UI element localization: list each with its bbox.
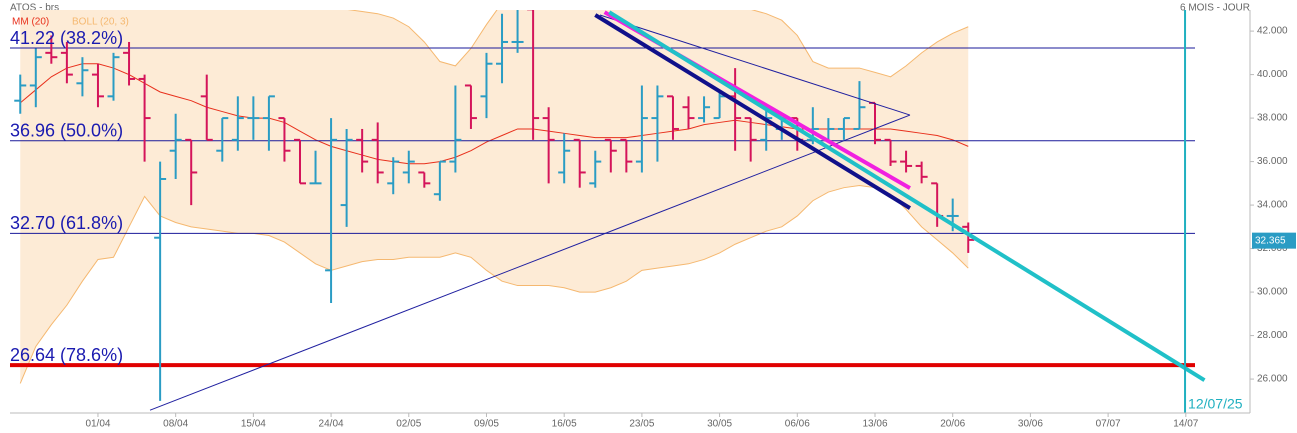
x-tick-label: 14/07 (1173, 419, 1198, 430)
fib-label: 26.64 (78.6%) (10, 345, 123, 365)
y-tick-label: 38.000 (1257, 113, 1288, 124)
x-tick-label: 09/05 (474, 419, 499, 430)
fib-label: 32.70 (61.8%) (10, 213, 123, 233)
legend-entry: MM (20) (12, 17, 49, 28)
x-tick-label: 07/07 (1096, 419, 1121, 430)
bollinger-band (20, 10, 969, 384)
date-marker-label: 12/07/25 (1188, 396, 1243, 412)
x-tick-label: 13/06 (862, 419, 887, 430)
legend-entry: BOLL (20, 3) (72, 17, 129, 28)
x-tick-label: 06/06 (785, 419, 810, 430)
bollinger-upper (347, 10, 969, 78)
x-tick-label: 08/04 (163, 419, 188, 430)
fib-label: 41.22 (38.2%) (10, 28, 123, 48)
x-tick-label: 02/05 (396, 419, 421, 430)
trend-line (594, 13, 912, 210)
x-tick-label: 16/05 (552, 419, 577, 430)
period: 6 MOIS - JOUR (1180, 3, 1250, 14)
y-tick-label: 42.000 (1257, 26, 1288, 37)
y-tick-label: 34.000 (1257, 200, 1288, 211)
y-tick-label: 28.000 (1257, 330, 1288, 341)
fib-label: 36.96 (50.0%) (10, 120, 123, 140)
y-tick-label: 26.000 (1257, 374, 1288, 385)
x-tick-label: 24/04 (319, 419, 344, 430)
trend-line (599, 14, 911, 116)
trend-line (608, 10, 1206, 382)
chart-title: ATOS - brs (10, 3, 59, 14)
last-price-label: 32.365 (1255, 235, 1286, 246)
x-tick-label: 15/04 (241, 419, 266, 430)
x-tick-label: 01/04 (85, 419, 110, 430)
plot-area (10, 10, 1206, 411)
x-tick-label: 20/06 (940, 419, 965, 430)
y-tick-label: 30.000 (1257, 287, 1288, 298)
y-tick-label: 40.000 (1257, 69, 1288, 80)
trend-line (149, 114, 911, 411)
y-tick-label: 32.000 (1257, 243, 1288, 254)
y-tick-label: 36.000 (1257, 156, 1288, 167)
x-tick-label: 30/05 (707, 419, 732, 430)
x-tick-label: 23/05 (629, 419, 654, 430)
bollinger-lower (19, 185, 969, 384)
x-tick-label: 30/06 (1018, 419, 1043, 430)
last-price-box (1252, 232, 1296, 249)
